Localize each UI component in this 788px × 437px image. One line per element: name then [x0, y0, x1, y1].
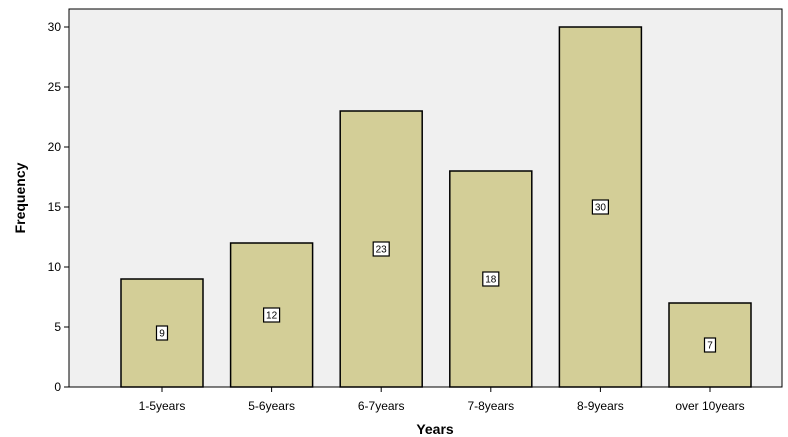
- data-label: 9: [159, 329, 165, 340]
- y-axis: 0 5 10 15 20 25 30: [48, 20, 69, 394]
- data-label-box: [482, 271, 500, 287]
- x-tick-label: 6-7years: [358, 399, 405, 413]
- data-label: 18: [485, 275, 497, 286]
- y-tick-label: 5: [54, 320, 61, 334]
- x-tick-label: 1-5years: [139, 399, 186, 413]
- data-label-box: [372, 241, 390, 257]
- data-label-box: [591, 199, 610, 215]
- y-axis-title: Frequency: [12, 162, 28, 233]
- y-tick-label: 25: [48, 80, 62, 94]
- y-tick-label: 10: [48, 260, 62, 274]
- x-tick-label: over 10years: [675, 399, 744, 413]
- x-tick-label: 8-9years: [577, 399, 624, 413]
- y-tick-label: 30: [48, 20, 62, 34]
- y-tick-label: 20: [48, 140, 62, 154]
- bars-group: 9 12 23 18 30 7: [120, 26, 752, 388]
- data-label: 7: [707, 341, 713, 352]
- y-tick-label: 0: [54, 380, 61, 394]
- data-label-box: [703, 337, 717, 353]
- data-label: 12: [266, 311, 278, 322]
- x-axis: 1-5years 5-6years 6-7years 7-8years 8-9years…: [139, 387, 745, 413]
- data-label: 30: [595, 203, 607, 214]
- data-label-box: [155, 325, 169, 341]
- data-label-box: [263, 307, 281, 323]
- x-axis-title: Years: [416, 421, 454, 437]
- data-label: 23: [376, 245, 388, 256]
- x-tick-label: 5-6years: [248, 399, 295, 413]
- x-tick-label: 7-8years: [467, 399, 514, 413]
- y-tick-label: 15: [48, 200, 62, 214]
